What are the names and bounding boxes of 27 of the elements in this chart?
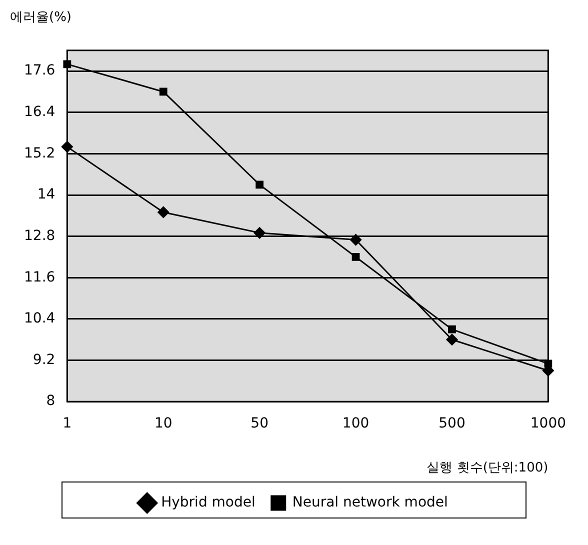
y-tick-label: 12.8 — [24, 228, 56, 244]
y-tick-label: 8 — [46, 393, 56, 410]
x-tick-label: 10 — [154, 416, 172, 432]
x-tick-label: 50 — [250, 416, 268, 432]
x-tick-label: 100 — [342, 416, 370, 432]
y-tick-label: 17.6 — [24, 62, 56, 79]
y-tick-label: 9.2 — [32, 352, 56, 368]
point — [352, 253, 360, 261]
y-tick-label: 10.4 — [24, 310, 56, 327]
point — [158, 206, 170, 218]
point — [350, 234, 362, 246]
point — [448, 325, 456, 334]
legend-label: Hybrid model — [161, 494, 256, 511]
y-tick-label: 16.4 — [24, 104, 56, 120]
legend-label: Neural network model — [292, 494, 448, 511]
point — [256, 180, 264, 189]
y-axis-title: 에러율(%) — [9, 9, 72, 27]
x-tick-label: 500 — [438, 416, 466, 432]
point — [446, 334, 458, 346]
point — [159, 88, 168, 96]
y-tick-label: 11.6 — [24, 269, 56, 286]
y-tick-label: 14 — [37, 186, 56, 203]
point — [254, 227, 266, 239]
x-tick-label: 1000 — [530, 416, 566, 432]
y-tick-label: 15.2 — [24, 145, 56, 162]
x-axis-title: 실행 횟수(단위:100) — [426, 460, 548, 476]
x-tick-label: 1 — [62, 416, 72, 432]
